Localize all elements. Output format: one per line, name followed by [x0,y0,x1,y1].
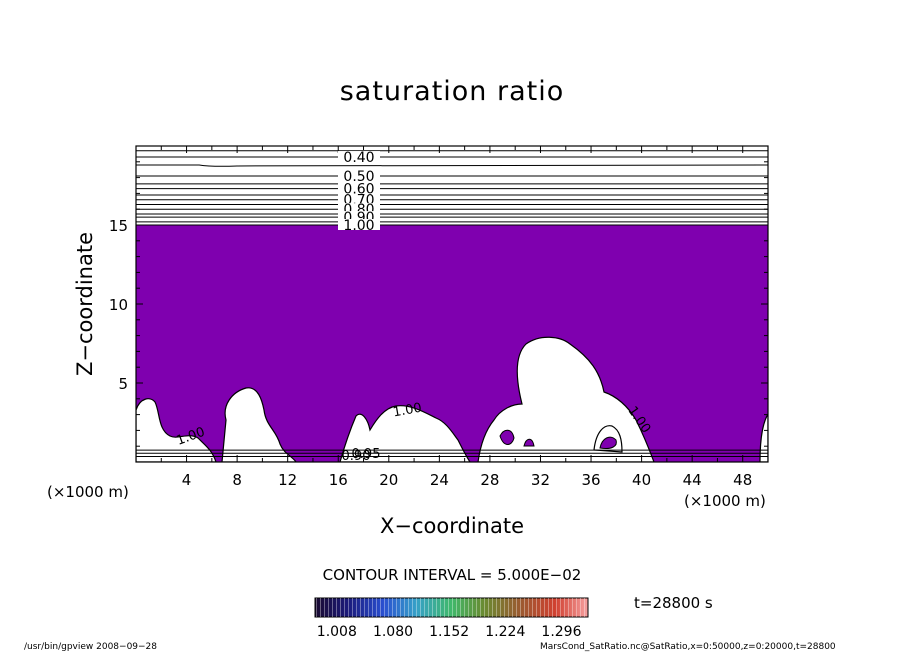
contour-label-bg [338,219,380,230]
contour-label-bg [338,193,380,205]
contour-labels: 0.400.500.600.700.800.901.001.001.00 1.00… [175,150,654,464]
x-tick-label: 4 [182,471,192,489]
contour-label-bg [338,151,380,163]
y-axis: 5 10 15 [109,145,768,447]
contour-label-bg [338,170,380,182]
supersaturated-island [499,429,515,445]
x-tick-label: 24 [430,471,449,489]
x-tick-label: 40 [632,471,651,489]
contour-label-bg [338,182,380,194]
colorbar-tick-label: 1.152 [429,624,469,640]
footer-left: /usr/bin/gpview 2008−09−28 [24,642,158,652]
colorbar-tick-label: 1.080 [373,624,413,640]
x-unit-label: (×1000 m) [684,492,766,510]
unsaturated-region [221,387,297,462]
contour-label-bg [338,203,380,215]
y-unit-label: (×1000 m) [47,483,129,501]
ground-contour-lines [136,449,768,457]
x-tick-label: 8 [232,471,242,489]
x-tick-label: 12 [278,471,297,489]
colorbar-tick-label: 1.008 [317,624,357,640]
x-tick-label: 32 [531,471,550,489]
unsaturated-region [339,405,471,462]
colorbar-stripes [315,598,588,617]
contour-label: 0.90 [342,449,371,464]
x-axis-label: X−coordinate [380,514,524,538]
contour-interval: CONTOUR INTERVAL = 5.000E−02 [322,566,582,584]
supersaturated-island [523,438,535,447]
contour-label: 0.40 [343,150,374,166]
x-tick-label: 28 [480,471,499,489]
contour-label: 1.00 [343,218,374,234]
x-tick-label: 44 [683,471,702,489]
unsaturated-region [136,398,217,462]
x-tick-label: 16 [329,471,348,489]
contour-label: 0.95 [352,447,381,462]
footer-right: MarsCond_SatRatio.nc@SatRatio,x=0:50000,… [540,642,836,652]
y-tick-label: 5 [118,375,128,393]
time-label: t=28800 s [634,594,713,612]
upper-contour-lines [136,150,768,226]
colorbar-ticks: 1.008 1.080 1.152 1.224 1.296 [317,624,582,640]
x-tick-label: 48 [733,471,752,489]
supersaturated-island [599,436,617,449]
chart-title: saturation ratio [339,76,565,107]
x-tick-label: 20 [379,471,398,489]
contour-label: 0.60 [343,182,374,198]
colorbar-tick-label: 1.224 [485,624,525,640]
contour-label: 1.00 [392,401,423,421]
contour-label: 0.50 [343,169,374,185]
contour-label-bg [338,211,380,223]
x-axis: 4 8 12 16 20 24 28 32 36 40 44 48 [160,146,769,489]
x-tick-label: 36 [581,471,600,489]
colorbar-tick-label: 1.296 [541,624,581,640]
y-tick-label: 10 [109,296,128,314]
y-axis-label: Z−coordinate [73,232,97,376]
y-tick-label: 15 [109,217,128,235]
contour-line [136,164,768,167]
